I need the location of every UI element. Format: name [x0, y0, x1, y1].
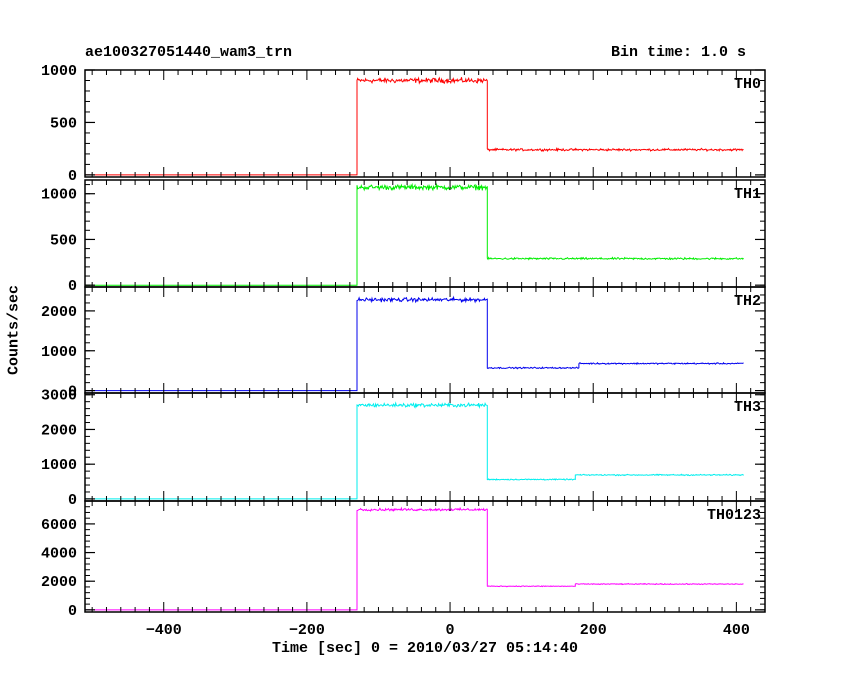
panel-frame-th2 [84, 286, 766, 394]
y-tick-label: 1000 [41, 63, 77, 80]
panel-frame-th1 [84, 179, 766, 288]
x-tick-label: 0 [446, 622, 455, 639]
x-tick-label: −200 [289, 622, 325, 639]
y-tick-label: 0 [68, 278, 77, 295]
y-tick-label: 2000 [41, 422, 77, 439]
y-tick-label: 1000 [41, 187, 77, 204]
series-line-th0 [85, 76, 744, 176]
series-label-th2: TH2 [734, 293, 761, 310]
x-axis-label: Time [sec] 0 = 2010/03/27 05:14:40 [271, 640, 579, 657]
y-tick-label: 2000 [41, 304, 77, 321]
series-label-th0: TH0 [734, 76, 761, 93]
series-line-th1 [85, 182, 744, 286]
series-line-th2 [85, 295, 744, 392]
panel-frame-th3 [84, 392, 766, 502]
panel-frame-th0 [84, 69, 766, 178]
series-label-th0123: TH0123 [707, 507, 761, 524]
y-tick-label: 3000 [41, 388, 77, 405]
y-tick-label: 0 [68, 168, 77, 185]
y-tick-label: 0 [68, 492, 77, 509]
bin-time-label: Bin time: 1.0 s [611, 44, 747, 61]
y-axis-label: Counts/sec [5, 284, 23, 376]
x-tick-label: 400 [723, 622, 750, 639]
y-tick-label: 500 [50, 115, 77, 132]
y-tick-label: 1000 [41, 344, 77, 361]
y-tick-label: 2000 [41, 574, 77, 591]
x-tick-label: 200 [580, 622, 607, 639]
y-tick-label: 0 [68, 603, 77, 620]
plot-title: ae100327051440_wam3_trn [85, 44, 293, 61]
y-tick-label: 6000 [41, 517, 77, 534]
y-tick-label: 1000 [41, 457, 77, 474]
y-tick-label: 0 [68, 384, 77, 401]
y-tick-label: 4000 [41, 546, 77, 563]
series-line-th0123 [85, 506, 744, 611]
series-label-th3: TH3 [734, 399, 761, 416]
series-label-th1: TH1 [734, 186, 761, 203]
series-line-th3 [85, 401, 744, 500]
x-tick-label: −400 [146, 622, 182, 639]
panel-frame-th0123 [84, 500, 766, 613]
y-tick-label: 500 [50, 232, 77, 249]
